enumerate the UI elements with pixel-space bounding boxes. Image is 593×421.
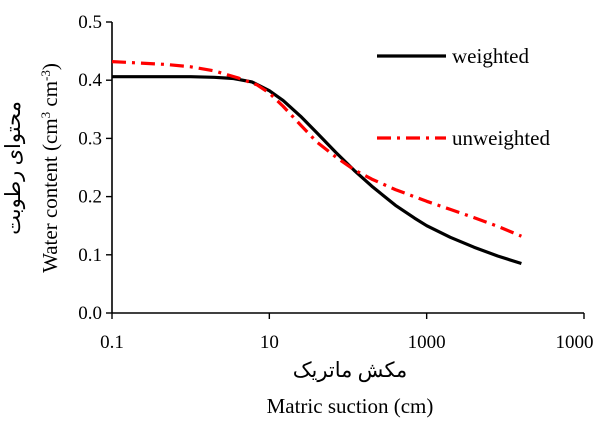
legend-label-weighted: weighted [452,44,529,68]
x-tick-label: 1000 [408,332,446,353]
x-axis-ticks: 0.1 10 1000 100000 [100,313,593,353]
x-tick-label: 0.1 [100,332,124,353]
y-axis-title: Water content (cm3 cm-3) [38,63,63,273]
y-tick-label: 0.4 [78,70,102,91]
y-tick-label: 0.3 [78,128,102,149]
legend: weighted unweighted [377,44,550,150]
plot-area: 0.0 0.1 0.2 0.3 0.4 0.5 0.1 10 1000 100000 [78,12,593,353]
x-tick-label: 10 [260,332,279,353]
series-layer [111,60,523,266]
legend-label-unweighted: unweighted [452,126,550,150]
x-tick-label: 100000 [556,332,593,353]
series-line-unweighted [111,60,523,238]
y-axis-title-persian: محتوای رطوبت [1,101,26,235]
x-axis-title-persian: مکش ماتریک [293,358,408,383]
y-tick-label: 0.5 [78,12,102,33]
y-tick-label: 0.2 [78,187,102,208]
series-line-weighted [112,75,522,266]
y-tick-label: 0.0 [78,303,102,324]
x-axis-title: Matric suction (cm) [267,394,434,418]
y-axis-ticks: 0.0 0.1 0.2 0.3 0.4 0.5 [78,12,112,324]
y-tick-label: 0.1 [78,245,102,266]
